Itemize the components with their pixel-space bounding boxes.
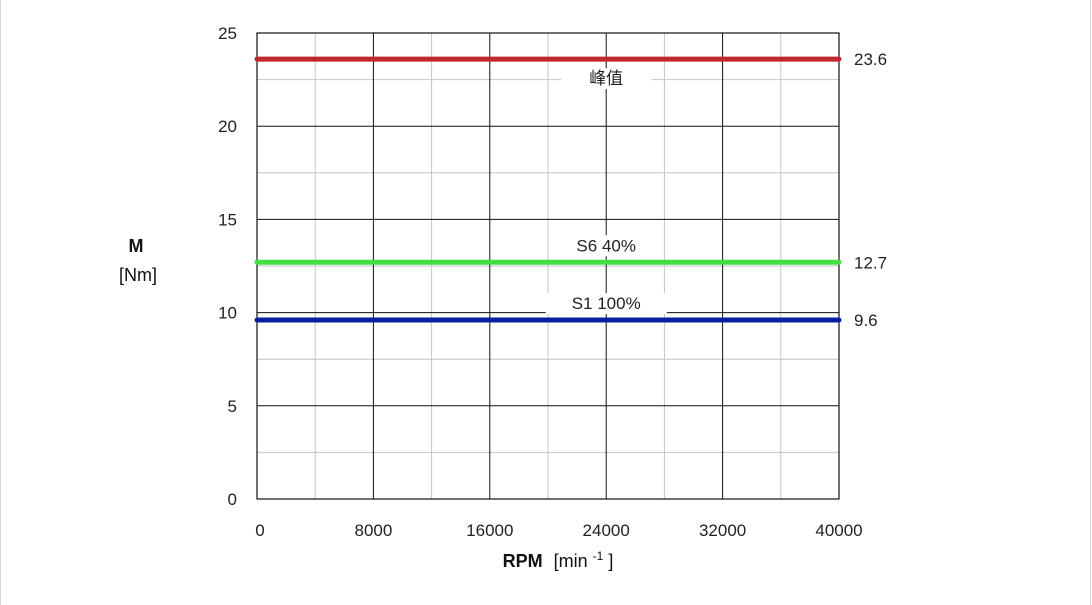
plot-border — [256, 32, 840, 500]
series-labels: 峰值 S6 40% S1 100% — [545, 68, 667, 315]
x-tick-label: 40000 — [815, 521, 862, 540]
y-axis-unit: [Nm] — [119, 265, 157, 285]
series-value-label: 23.6 — [854, 50, 887, 69]
x-tick-labels: 0 8000 16000 24000 32000 40000 — [255, 521, 862, 540]
y-tick-label: 25 — [218, 24, 237, 43]
page-left-border — [0, 0, 1, 605]
x-tick-label: 16000 — [466, 521, 513, 540]
y-tick-label: 20 — [218, 117, 237, 136]
x-axis-unit-superscript: -1 — [593, 549, 604, 563]
series-label: S6 40% — [576, 236, 636, 255]
y-axis-title: M — [129, 236, 144, 256]
y-tick-label: 15 — [218, 210, 237, 229]
plot-frame — [256, 32, 840, 500]
x-tick-label: 32000 — [699, 521, 746, 540]
minor-grid — [257, 33, 839, 499]
series-label-background — [551, 235, 662, 257]
x-tick-label: 0 — [255, 521, 264, 540]
y-tick-label: 10 — [218, 304, 237, 323]
series-value-labels: 23.6 12.7 9.6 — [854, 50, 887, 330]
y-tick-labels: 0 5 10 15 20 25 — [218, 24, 237, 509]
series-label-background — [561, 68, 652, 90]
series-label: 峰值 — [589, 69, 623, 88]
x-axis-label: RPM — [503, 551, 543, 571]
series-label: S1 100% — [572, 294, 641, 313]
page-right-border — [1090, 0, 1091, 605]
series-label-background — [545, 293, 667, 315]
x-axis-unit-close: ] — [608, 551, 613, 571]
x-axis-title: RPM [min -1 ] — [503, 544, 614, 571]
x-axis-unit: [min — [554, 551, 588, 571]
x-tick-label: 8000 — [354, 521, 392, 540]
series-value-label: 12.7 — [854, 253, 887, 272]
y-tick-label: 0 — [228, 490, 237, 509]
x-tick-label: 24000 — [583, 521, 630, 540]
major-grid — [257, 33, 839, 499]
series-lines — [254, 56, 842, 323]
series-value-label: 9.6 — [854, 311, 878, 330]
y-tick-label: 5 — [228, 397, 237, 416]
